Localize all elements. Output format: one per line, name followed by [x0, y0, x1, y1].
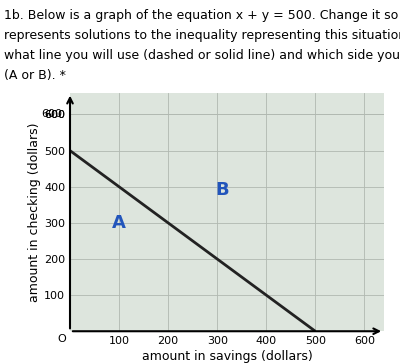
Y-axis label: amount in checking (dollars): amount in checking (dollars)	[28, 122, 41, 302]
Text: 1b. Below is a graph of the equation x + y = 500. Change it so that it: 1b. Below is a graph of the equation x +…	[4, 9, 400, 22]
Text: A: A	[112, 214, 126, 232]
Text: O: O	[57, 334, 66, 344]
Text: represents solutions to the inequality representing this situation. State: represents solutions to the inequality r…	[4, 29, 400, 42]
X-axis label: amount in savings (dollars): amount in savings (dollars)	[142, 350, 312, 363]
Text: 600: 600	[42, 110, 63, 119]
Text: B: B	[215, 181, 229, 199]
Text: (A or B). *: (A or B). *	[4, 69, 66, 82]
Text: what line you will use (dashed or solid line) and which side you will shade: what line you will use (dashed or solid …	[4, 49, 400, 62]
